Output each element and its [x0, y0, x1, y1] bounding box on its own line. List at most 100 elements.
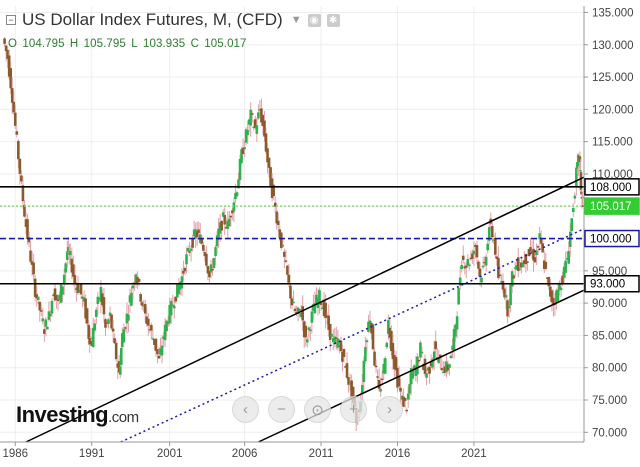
- candle-body: [555, 290, 558, 303]
- candle-body: [512, 275, 515, 279]
- reset-icon: ⊙: [311, 401, 324, 419]
- candle-body: [214, 247, 217, 256]
- zoom-in-button[interactable]: +: [340, 396, 367, 423]
- candle-body: [533, 257, 537, 263]
- candle-body: [101, 293, 104, 306]
- scroll-right-button[interactable]: ›: [376, 396, 403, 423]
- candle-body: [546, 277, 549, 279]
- candle-body: [55, 294, 58, 301]
- candle-body: [249, 109, 253, 126]
- candle-body: [442, 371, 445, 374]
- candle-body: [98, 297, 101, 300]
- scroll-left-button[interactable]: ‹: [232, 396, 259, 423]
- candle-body: [215, 235, 219, 247]
- candle-body: [10, 88, 14, 103]
- candle-body: [35, 294, 38, 299]
- candle-body: [330, 333, 334, 337]
- candle-body: [194, 229, 197, 239]
- candle-body: [577, 154, 580, 167]
- gear-icon[interactable]: ✱: [326, 13, 340, 27]
- collapse-icon[interactable]: −: [6, 15, 16, 25]
- candle-body: [481, 265, 485, 268]
- candle-body: [247, 119, 251, 125]
- candle-body: [307, 327, 311, 331]
- candle-body: [571, 208, 575, 213]
- candle-body: [443, 366, 447, 373]
- candle-body: [38, 301, 42, 311]
- candle-body: [561, 275, 564, 284]
- candle-body: [197, 229, 201, 233]
- candle-body: [254, 119, 257, 128]
- candle-body: [322, 299, 326, 317]
- candle-body: [539, 238, 543, 244]
- candle-body: [128, 295, 132, 303]
- candle-body: [413, 365, 416, 370]
- y-tick-label-11: 125.000: [592, 72, 634, 84]
- candle-body: [113, 338, 116, 344]
- candle-body: [212, 258, 216, 268]
- candle-body: [331, 338, 335, 343]
- candle-body: [457, 288, 460, 305]
- x-axis[interactable]: 1986 1991 2001 2006 2011 2016 2021: [0, 441, 584, 460]
- candle-body: [264, 133, 268, 152]
- candle-body: [536, 246, 540, 248]
- candle-body: [246, 129, 249, 136]
- candle-body: [130, 292, 133, 306]
- candle-body: [269, 167, 272, 188]
- candle-body: [374, 365, 378, 368]
- trend-line-0: [25, 176, 585, 443]
- candle-body: [108, 312, 112, 316]
- candle-body: [189, 248, 193, 251]
- candle-body: [486, 243, 489, 251]
- candle-body: [529, 247, 532, 252]
- candle-body: [403, 397, 407, 401]
- reset-button[interactable]: ⊙: [304, 396, 331, 423]
- eye-icon[interactable]: ◉: [307, 13, 321, 27]
- candle-body: [73, 275, 77, 285]
- candle-body: [4, 45, 8, 52]
- candle-body: [168, 304, 171, 324]
- price-tag-box-2: [584, 229, 640, 248]
- chevron-down-icon[interactable]: ▼: [290, 14, 302, 26]
- candle-body: [472, 250, 476, 255]
- candle-body: [451, 345, 454, 351]
- candle-body: [498, 274, 502, 276]
- candle-body: [182, 270, 185, 274]
- candle-body: [272, 184, 275, 197]
- candle-body: [348, 382, 352, 385]
- candle-body: [75, 287, 78, 291]
- candle-body: [185, 254, 188, 265]
- candle-body: [564, 260, 567, 273]
- candle-body: [437, 357, 441, 364]
- candle-body: [458, 277, 462, 286]
- candle-body: [70, 258, 74, 273]
- y-axis[interactable]: 70.000 75.000 80.000 85.000 90.000 95.000 100.…: [583, 6, 634, 442]
- candle-body: [460, 264, 463, 269]
- candle-body: [328, 323, 332, 340]
- candle-body: [150, 324, 153, 331]
- candle-body: [304, 325, 308, 338]
- zoom-out-button[interactable]: −: [268, 396, 295, 423]
- price-tag-label-3: 93.000: [590, 279, 625, 291]
- investing-logo: Investing.com: [16, 402, 139, 428]
- candle-body: [455, 316, 459, 330]
- candle-body: [552, 297, 555, 306]
- candle-body: [484, 256, 488, 266]
- candle-body: [335, 337, 338, 339]
- instrument-title[interactable]: US Dollar Index Futures, M, (CFD): [22, 10, 283, 29]
- candle-body: [281, 244, 285, 247]
- candle-body: [119, 348, 123, 365]
- candle-body: [89, 338, 93, 340]
- candle-body: [510, 271, 514, 287]
- candle-body: [200, 238, 204, 244]
- candle-body: [18, 158, 22, 174]
- x-tick-label-2: 2001: [157, 448, 183, 460]
- candle-body: [111, 328, 115, 332]
- candle-body: [26, 219, 29, 239]
- candle-body: [165, 320, 168, 332]
- candle-body: [157, 355, 161, 359]
- candle-body: [104, 319, 107, 328]
- candle-body: [3, 38, 6, 44]
